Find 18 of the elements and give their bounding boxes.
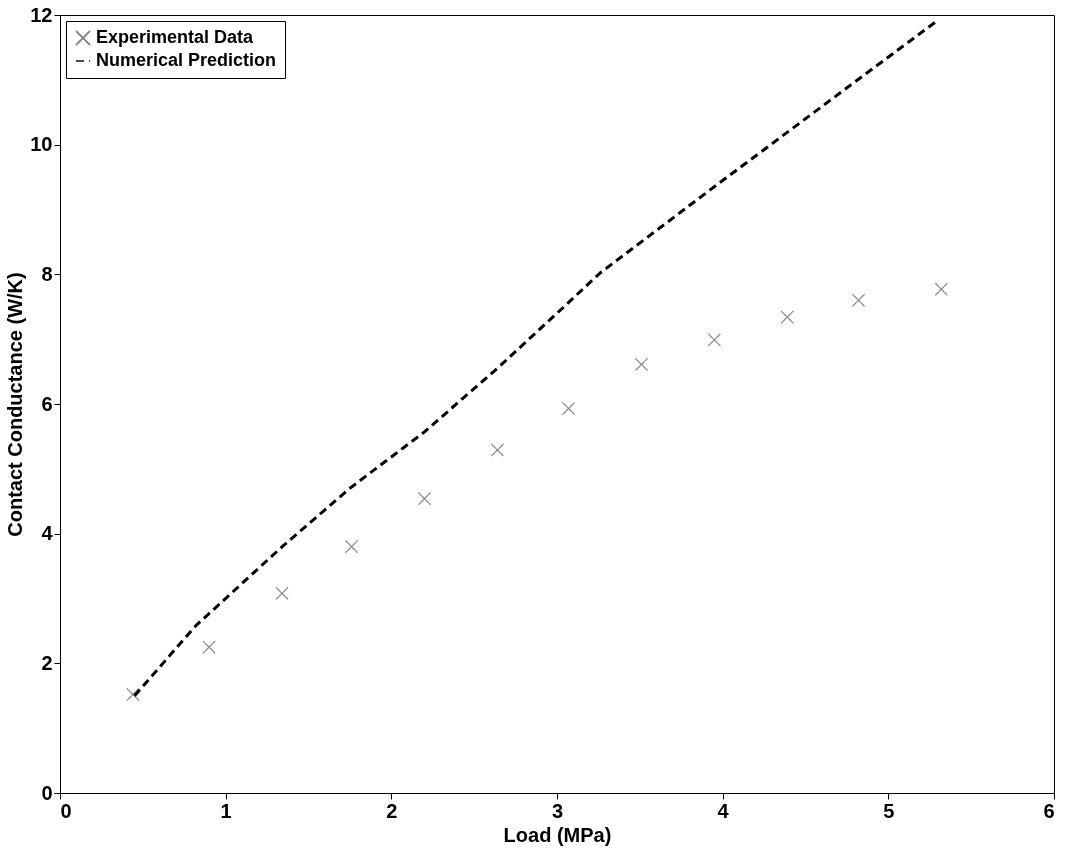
x-tick-label: 5: [883, 799, 895, 822]
x-tick-label: 3: [551, 799, 564, 822]
y-tick-label: 12: [30, 3, 53, 26]
x-axis-title: Load (MPa): [503, 823, 612, 846]
x-tick-label: 0: [60, 799, 72, 822]
x-tick-label: 2: [386, 799, 398, 822]
legend-label: Numerical Prediction: [96, 50, 277, 70]
y-axis-title: Contact Conductance (W/K): [4, 272, 27, 537]
y-tick-label: 4: [41, 522, 54, 545]
x-tick-label: 1: [220, 799, 232, 822]
y-tick-label: 10: [30, 133, 53, 156]
y-tick-label: 8: [41, 262, 53, 285]
legend-label: Experimental Data: [96, 27, 255, 47]
y-tick-label: 2: [41, 651, 53, 674]
x-tick-label: 6: [1043, 799, 1055, 822]
y-tick-label: 0: [41, 781, 53, 804]
x-tick-label: 4: [717, 799, 730, 822]
y-tick-label: 6: [41, 392, 53, 415]
